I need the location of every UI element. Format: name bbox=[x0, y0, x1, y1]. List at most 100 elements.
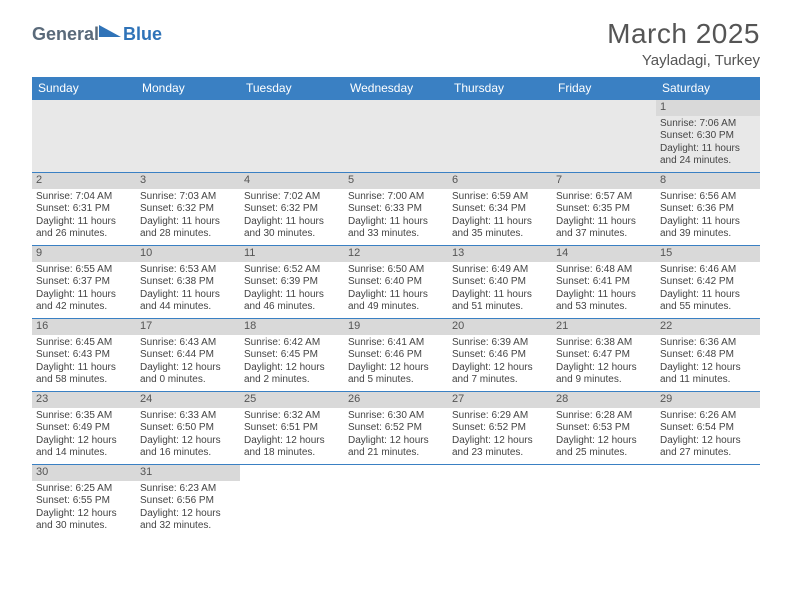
sunset-text: Sunset: 6:51 PM bbox=[244, 422, 340, 435]
sunrise-text: Sunrise: 6:57 AM bbox=[556, 191, 652, 204]
sunrise-text: Sunrise: 7:04 AM bbox=[36, 191, 132, 204]
sunrise-text: Sunrise: 6:59 AM bbox=[452, 191, 548, 204]
day-number: 27 bbox=[448, 392, 552, 408]
sunset-text: Sunset: 6:36 PM bbox=[660, 203, 756, 216]
daylight-text: Daylight: 12 hours and 14 minutes. bbox=[36, 435, 132, 460]
sunrise-text: Sunrise: 6:35 AM bbox=[36, 410, 132, 423]
sunset-text: Sunset: 6:46 PM bbox=[452, 349, 548, 362]
title-block: March 2025 Yayladagi, Turkey bbox=[607, 18, 760, 69]
calendar-cell: 28Sunrise: 6:28 AMSunset: 6:53 PMDayligh… bbox=[552, 392, 656, 464]
sunrise-text: Sunrise: 6:26 AM bbox=[660, 410, 756, 423]
day-number: 2 bbox=[32, 173, 136, 189]
daylight-text: Daylight: 12 hours and 11 minutes. bbox=[660, 362, 756, 387]
week-row: 1Sunrise: 7:06 AMSunset: 6:30 PMDaylight… bbox=[32, 100, 760, 173]
week-row: 2 Sunrise: 7:04 AMSunset: 6:31 PM Daylight… bbox=[32, 173, 760, 246]
sunset-text: Sunset: 6:46 PM bbox=[348, 349, 444, 362]
day-number: 24 bbox=[136, 392, 240, 408]
day-number: 9 bbox=[32, 246, 136, 262]
sunrise-text: Sunrise: 6:53 AM bbox=[140, 264, 236, 277]
day-number: 13 bbox=[448, 246, 552, 262]
calendar-cell: 6Sunrise: 6:59 AMSunset: 6:34 PMDaylight… bbox=[448, 173, 552, 245]
daylight-text: Daylight: 11 hours and 55 minutes. bbox=[660, 289, 756, 314]
sunrise-text: Sunrise: 6:30 AM bbox=[348, 410, 444, 423]
calendar-cell: 19Sunrise: 6:41 AMSunset: 6:46 PMDayligh… bbox=[344, 319, 448, 391]
location-label: Yayladagi, Turkey bbox=[607, 52, 760, 69]
calendar-cell: 23Sunrise: 6:35 AMSunset: 6:49 PMDayligh… bbox=[32, 392, 136, 464]
day-number: 5 bbox=[344, 173, 448, 189]
day-number: 21 bbox=[552, 319, 656, 335]
sunrise-text: Sunrise: 7:03 AM bbox=[140, 191, 236, 204]
daylight-text: Daylight: 12 hours and 18 minutes. bbox=[244, 435, 340, 460]
calendar-cell: 11Sunrise: 6:52 AMSunset: 6:39 PMDayligh… bbox=[240, 246, 344, 318]
day-number: 7 bbox=[552, 173, 656, 189]
daylight-text: Daylight: 12 hours and 25 minutes. bbox=[556, 435, 652, 460]
sunset-text: Sunset: 6:40 PM bbox=[452, 276, 548, 289]
daylight-text: Daylight: 12 hours and 7 minutes. bbox=[452, 362, 548, 387]
daylight-text: Daylight: 11 hours and 28 minutes. bbox=[140, 216, 236, 241]
day-number: 25 bbox=[240, 392, 344, 408]
daylight-text: Daylight: 11 hours and 42 minutes. bbox=[36, 289, 132, 314]
sunrise-text: Sunrise: 6:33 AM bbox=[140, 410, 236, 423]
day-number: 20 bbox=[448, 319, 552, 335]
day-number: 30 bbox=[32, 465, 136, 481]
calendar-cell bbox=[344, 465, 448, 537]
calendar-cell: 3Sunrise: 7:03 AMSunset: 6:32 PMDaylight… bbox=[136, 173, 240, 245]
daylight-text: Daylight: 11 hours and 44 minutes. bbox=[140, 289, 236, 314]
sunset-text: Sunset: 6:55 PM bbox=[36, 495, 132, 508]
calendar-cell bbox=[32, 100, 136, 172]
sunrise-text: Sunrise: 6:39 AM bbox=[452, 337, 548, 350]
day-number: 10 bbox=[136, 246, 240, 262]
day-number: 14 bbox=[552, 246, 656, 262]
sunset-text: Sunset: 6:38 PM bbox=[140, 276, 236, 289]
day-number: 3 bbox=[136, 173, 240, 189]
day-number: 29 bbox=[656, 392, 760, 408]
daylight-text: Daylight: 12 hours and 27 minutes. bbox=[660, 435, 756, 460]
sunrise-text: Sunrise: 6:28 AM bbox=[556, 410, 652, 423]
sunrise-text: Sunrise: 6:50 AM bbox=[348, 264, 444, 277]
day-header: Wednesday bbox=[344, 77, 448, 100]
calendar-cell bbox=[240, 465, 344, 537]
calendar-cell: 12Sunrise: 6:50 AMSunset: 6:40 PMDayligh… bbox=[344, 246, 448, 318]
daylight-text: Daylight: 12 hours and 5 minutes. bbox=[348, 362, 444, 387]
daylight-text: Daylight: 12 hours and 32 minutes. bbox=[140, 508, 236, 533]
day-number: 31 bbox=[136, 465, 240, 481]
calendar-cell: 10 Sunrise: 6:53 AMSunset: 6:38 PMDayligh… bbox=[136, 246, 240, 318]
calendar-cell bbox=[552, 465, 656, 537]
day-header: Saturday bbox=[656, 77, 760, 100]
sunrise-text: Sunrise: 7:06 AM bbox=[660, 118, 756, 131]
day-number: 28 bbox=[552, 392, 656, 408]
daylight-text: Daylight: 11 hours and 33 minutes. bbox=[348, 216, 444, 241]
calendar-cell: 21Sunrise: 6:38 AMSunset: 6:47 PMDayligh… bbox=[552, 319, 656, 391]
calendar-cell: 9Sunrise: 6:55 AMSunset: 6:37 PMDaylight… bbox=[32, 246, 136, 318]
sunrise-text: Sunrise: 6:45 AM bbox=[36, 337, 132, 350]
sunset-text: Sunset: 6:41 PM bbox=[556, 276, 652, 289]
day-header: Tuesday bbox=[240, 77, 344, 100]
day-header: Monday bbox=[136, 77, 240, 100]
week-row: 9Sunrise: 6:55 AMSunset: 6:37 PMDaylight… bbox=[32, 246, 760, 319]
day-number: 11 bbox=[240, 246, 344, 262]
sunset-text: Sunset: 6:35 PM bbox=[556, 203, 652, 216]
sunrise-text: Sunrise: 6:42 AM bbox=[244, 337, 340, 350]
sunset-text: Sunset: 6:31 PM bbox=[36, 203, 132, 216]
day-header: Friday bbox=[552, 77, 656, 100]
calendar-cell: 8Sunrise: 6:56 AMSunset: 6:36 PMDaylight… bbox=[656, 173, 760, 245]
day-number: 6 bbox=[448, 173, 552, 189]
sunset-text: Sunset: 6:52 PM bbox=[348, 422, 444, 435]
sunrise-text: Sunrise: 6:29 AM bbox=[452, 410, 548, 423]
daylight-text: Daylight: 11 hours and 49 minutes. bbox=[348, 289, 444, 314]
day-number: 19 bbox=[344, 319, 448, 335]
daylight-text: Daylight: 12 hours and 16 minutes. bbox=[140, 435, 236, 460]
calendar-cell: 20 Sunrise: 6:39 AMSunset: 6:46 PMDayligh… bbox=[448, 319, 552, 391]
daylight-text: Daylight: 12 hours and 9 minutes. bbox=[556, 362, 652, 387]
week-row: 16Sunrise: 6:45 AMSunset: 6:43 PMDayligh… bbox=[32, 319, 760, 392]
sunset-text: Sunset: 6:32 PM bbox=[244, 203, 340, 216]
sunrise-text: Sunrise: 6:32 AM bbox=[244, 410, 340, 423]
day-number: 17 bbox=[136, 319, 240, 335]
calendar-cell: 13Sunrise: 6:49 AMSunset: 6:40 PMDayligh… bbox=[448, 246, 552, 318]
calendar-cell: 14Sunrise: 6:48 AMSunset: 6:41 PMDayligh… bbox=[552, 246, 656, 318]
calendar-cell: 16Sunrise: 6:45 AMSunset: 6:43 PMDayligh… bbox=[32, 319, 136, 391]
sunrise-text: Sunrise: 6:38 AM bbox=[556, 337, 652, 350]
sunset-text: Sunset: 6:44 PM bbox=[140, 349, 236, 362]
calendar-cell: 29Sunrise: 6:26 AMSunset: 6:54 PMDayligh… bbox=[656, 392, 760, 464]
daylight-text: Daylight: 11 hours and 58 minutes. bbox=[36, 362, 132, 387]
